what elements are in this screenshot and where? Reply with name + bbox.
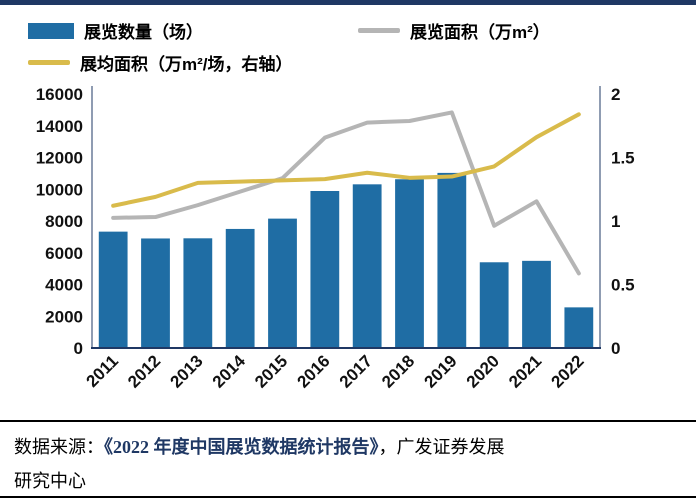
source-note: 数据来源：《2022 年度中国展览数据统计报告》，广发证券发展 研究中心 — [0, 420, 696, 498]
svg-text:0.5: 0.5 — [611, 276, 635, 295]
svg-text:2000: 2000 — [45, 307, 83, 326]
gray-line-swatch-icon — [358, 28, 400, 33]
svg-text:12000: 12000 — [36, 149, 83, 168]
source-prefix: 数据来源： — [14, 437, 104, 457]
svg-text:2: 2 — [611, 85, 620, 104]
svg-text:2018: 2018 — [378, 351, 418, 391]
svg-text:0: 0 — [74, 339, 83, 358]
source-line-1: 数据来源：《2022 年度中国展览数据统计报告》，广发证券发展 — [14, 430, 682, 464]
svg-text:0: 0 — [611, 339, 620, 358]
svg-text:2011: 2011 — [82, 351, 122, 391]
svg-text:16000: 16000 — [36, 85, 83, 104]
bar-swatch-icon — [28, 22, 74, 39]
svg-text:2022: 2022 — [547, 351, 587, 391]
svg-text:2015: 2015 — [251, 351, 291, 391]
svg-text:8000: 8000 — [45, 212, 83, 231]
svg-text:2014: 2014 — [209, 351, 250, 392]
chart-legend: 展览数量（场） 展览面积（万m²） 展均面积（万m²/场，右轴） — [0, 14, 696, 78]
svg-text:4000: 4000 — [45, 276, 83, 295]
svg-text:14000: 14000 — [36, 117, 83, 136]
bar-line-chart: 0 2000 4000 6000 8000 10000 12000 14000 16000 0 0.… — [36, 85, 635, 392]
svg-text:2019: 2019 — [420, 351, 460, 391]
svg-text:2017: 2017 — [336, 351, 376, 391]
svg-text:2020: 2020 — [463, 351, 503, 391]
legend-label-yellow-line: 展均面积（万m²/场，右轴） — [80, 55, 293, 74]
source-report-title: 《2022 年度中国展览数据统计报告》 — [104, 437, 379, 457]
svg-text:1.5: 1.5 — [611, 149, 635, 168]
svg-text:2016: 2016 — [293, 351, 333, 391]
source-line-2: 研究中心 — [14, 471, 86, 491]
source-suffix: ，广发证券发展 — [378, 437, 505, 457]
legend-item-gray-line: 展览面积（万m²） — [358, 18, 550, 43]
chart-area: 0 2000 4000 6000 8000 10000 12000 14000 16000 0 0.… — [0, 80, 696, 425]
top-accent-rule — [0, 0, 696, 5]
legend-item-bar: 展览数量（场） — [28, 18, 203, 43]
svg-text:10000: 10000 — [36, 180, 83, 199]
legend-label-bar: 展览数量（场） — [84, 23, 203, 42]
legend-item-yellow-line: 展均面积（万m²/场，右轴） — [28, 50, 293, 75]
legend-label-gray-line: 展览面积（万m²） — [410, 23, 550, 42]
yellow-line-swatch-icon — [28, 60, 70, 65]
svg-text:2021: 2021 — [505, 351, 545, 391]
svg-text:2013: 2013 — [166, 351, 206, 391]
svg-text:1: 1 — [611, 212, 620, 231]
svg-text:2012: 2012 — [124, 351, 164, 391]
svg-text:6000: 6000 — [45, 244, 83, 263]
